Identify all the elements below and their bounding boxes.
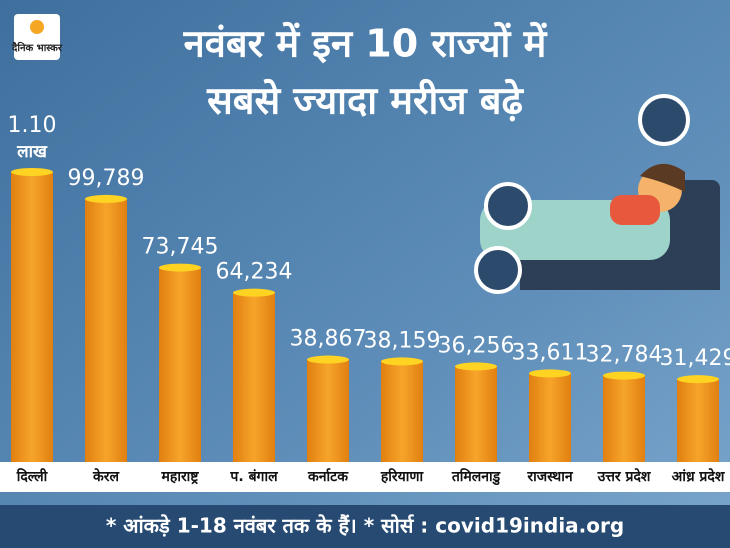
x-tick-label: आंध्र प्रदेश [672,468,725,485]
x-tick-label: महाराष्ट्र [161,469,200,485]
bar [677,379,719,462]
value-label: 36,256 [438,333,515,358]
bar-cap [381,357,423,366]
bar-cap [307,355,349,364]
x-tick-label: उत्तर प्रदेश [597,468,651,485]
value-label: 38,867 [290,327,367,352]
bar [159,267,201,462]
bar-cap [11,168,53,176]
value-label: 73,745 [142,235,219,260]
chart-title: नवंबर में इन 10 राज्यों में [183,22,548,66]
value-label: 31,429 [660,346,730,371]
value-label: 33,611 [512,340,589,365]
bar [529,373,571,462]
bar [381,361,423,462]
bar-cap [603,371,645,380]
value-label: 99,789 [68,166,145,191]
bar [11,172,53,462]
x-tick-label: दिल्ली [16,468,49,485]
brand: दैनिक भास्कर [11,41,63,54]
x-tick-label: प. बंगाल [229,469,278,485]
footnote: * आंकड़े 1-18 नवंबर तक के हैं। * सोर्स :… [106,514,624,538]
bar [233,292,275,462]
bar-cap [455,362,497,371]
x-tick-label: हरियाणा [380,468,425,485]
bar-cap [233,288,275,297]
footer-strip [0,505,730,548]
x-tick-label: केरल [92,468,119,485]
x-tick-label: राजस्थान [526,469,573,485]
bar [603,375,645,462]
category-strip [0,462,730,492]
bar [85,198,127,462]
bar [455,366,497,462]
x-tick-label: तमिलनाडु [451,468,501,486]
bar-cap [677,375,719,384]
chart-subtitle: सबसे ज्यादा मरीज बढ़े [206,79,524,123]
logo [14,14,60,60]
bar-cap [159,263,201,272]
value-label: 38,159 [364,328,441,353]
illustration [474,94,720,294]
bar-cap [85,194,127,203]
bar-cap [529,369,571,378]
bar [307,359,349,462]
x-tick-label: कर्नाटक [307,468,349,485]
value-label: 1.10 लाख [8,113,57,162]
logo-sun [30,20,44,34]
value-label: 64,234 [216,260,293,285]
value-label: 32,784 [586,343,663,368]
